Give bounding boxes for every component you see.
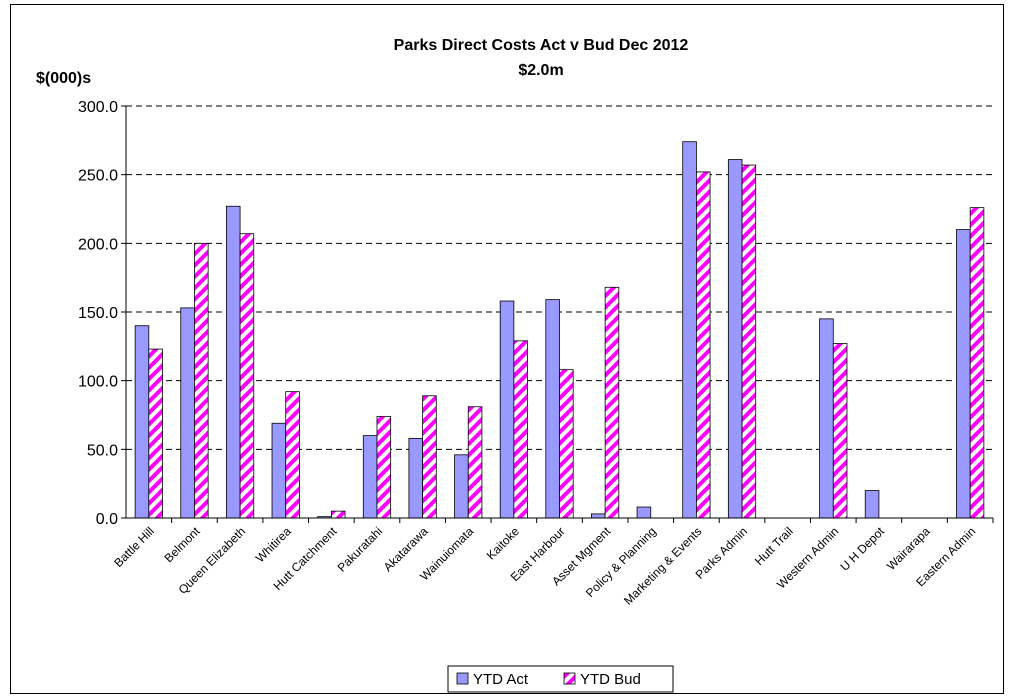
legend-box xyxy=(447,665,674,693)
bar-ytd-bud xyxy=(148,348,163,519)
bar-ytd-bud xyxy=(285,391,300,519)
x-category-label: Pakuratahi xyxy=(335,524,385,574)
legend-label-ytd-act: YTD Act xyxy=(473,671,529,688)
legend-swatch-ytd-act xyxy=(456,672,469,685)
bar-ytd-act xyxy=(591,513,606,519)
bar-ytd-act xyxy=(454,454,469,519)
y-tick-label: 0.0 xyxy=(96,511,118,528)
x-category-label: Hutt Trail xyxy=(752,524,796,568)
bar-ytd-bud xyxy=(467,406,483,519)
bar-ytd-bud xyxy=(330,510,346,519)
bar-chart: Parks Direct Costs Act v Bud Dec 2012 $2… xyxy=(36,37,994,693)
bar-ytd-act xyxy=(408,437,424,519)
bar-ytd-act xyxy=(682,141,697,519)
legend-swatch-ytd-bud xyxy=(563,672,576,685)
bar-ytd-act xyxy=(499,300,515,519)
bar-ytd-act xyxy=(180,307,195,519)
chart-frame: Parks Direct Costs Act v Bud Dec 2012 $2… xyxy=(10,4,1004,694)
bar-ytd-bud xyxy=(513,340,528,519)
bar-ytd-bud xyxy=(695,171,711,519)
bar-ytd-act xyxy=(956,229,971,519)
x-category-label: Whitirea xyxy=(253,524,294,565)
bar-ytd-act xyxy=(636,506,652,519)
bar-ytd-act xyxy=(362,435,378,519)
bar-ytd-bud xyxy=(376,415,392,519)
bar-ytd-act xyxy=(727,159,743,519)
chart-subtitle: $2.0m xyxy=(518,62,563,79)
x-category-label: Belmont xyxy=(162,524,203,565)
bar-ytd-bud xyxy=(422,395,437,519)
x-category-label: Battle Hill xyxy=(111,524,157,570)
bar-ytd-act xyxy=(819,318,834,519)
bar-ytd-bud xyxy=(741,164,757,519)
y-tick-label: 100.0 xyxy=(78,374,118,391)
bar-ytd-bud xyxy=(194,242,209,519)
bar-ytd-bud xyxy=(559,369,574,519)
chart-title: Parks Direct Costs Act v Bud Dec 2012 xyxy=(394,37,689,54)
bar-ytd-bud xyxy=(604,286,620,519)
x-category-label: Wairarapa xyxy=(884,524,933,573)
x-category-label: Kaitoke xyxy=(484,524,522,562)
x-category-label: Marketing & Events xyxy=(621,524,704,607)
y-tick-label: 200.0 xyxy=(78,236,118,253)
y-tick-label: 150.0 xyxy=(78,305,118,322)
y-tick-label: 50.0 xyxy=(87,442,118,459)
bar-ytd-bud xyxy=(239,233,255,519)
bar-ytd-bud xyxy=(969,207,985,519)
x-category-label: U H Depot xyxy=(838,524,888,574)
bar-ytd-act xyxy=(134,325,150,519)
bar-ytd-act xyxy=(864,490,880,519)
y-axis-label: $(000)s xyxy=(36,70,91,87)
y-tick-label: 300.0 xyxy=(78,99,118,116)
bar-ytd-bud xyxy=(832,343,848,519)
legend-label-ytd-bud: YTD Bud xyxy=(580,671,641,688)
bar-ytd-act xyxy=(545,299,560,519)
bar-ytd-act xyxy=(225,205,241,519)
y-tick-label: 250.0 xyxy=(78,168,118,185)
bar-ytd-act xyxy=(271,422,287,519)
